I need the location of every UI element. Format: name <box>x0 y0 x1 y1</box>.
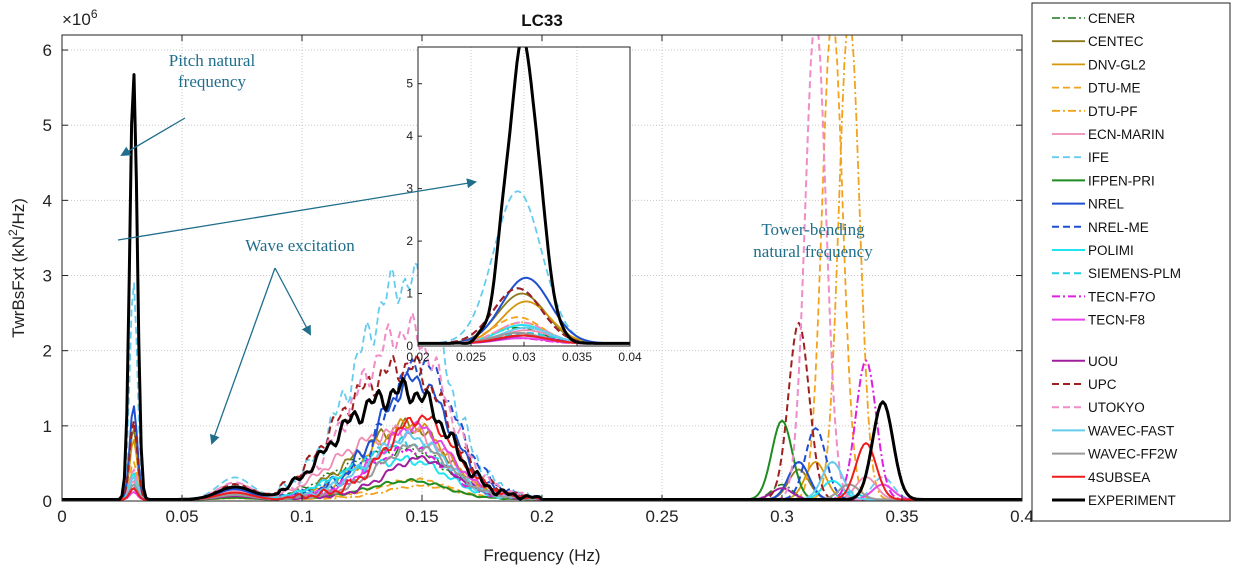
inset-x-tick-label: 0.035 <box>562 350 592 364</box>
series-line-dtu-pf <box>62 35 1022 501</box>
x-tick-label: 0.1 <box>290 507 314 526</box>
x-tick-label: 0 <box>57 507 66 526</box>
legend-label-nrel-me: NREL-ME <box>1088 220 1149 235</box>
x-tick-label: 0.25 <box>645 507 678 526</box>
inset-x-tick-label: 0.025 <box>456 350 486 364</box>
legend-label-experiment: EXPERIMENT <box>1088 493 1176 508</box>
y-tick-label: 2 <box>43 342 52 361</box>
legend-label-utokyo: UTOKYO <box>1088 400 1145 415</box>
wave-excitation-label: Wave excitation <box>245 236 355 255</box>
legend-label-dtu-pf: DTU-PF <box>1088 104 1138 119</box>
y-tick-label: 6 <box>43 41 52 60</box>
legend-label-ife: IFE <box>1088 150 1109 165</box>
y-tick-label: 3 <box>43 267 52 286</box>
legend-label-wavec-fast: WAVEC-FAST <box>1088 423 1174 438</box>
annotations: Pitch natural frequency Wave excitation Tow… <box>117 51 873 445</box>
legend-label-dnv-gl2: DNV-GL2 <box>1088 57 1146 72</box>
x-tick-label: 0.15 <box>405 507 438 526</box>
legend-label-4subsea: 4SUBSEA <box>1088 470 1150 485</box>
legend-label-dtu-me: DTU-ME <box>1088 81 1141 96</box>
legend-label-ifpen-pri: IFPEN-PRI <box>1088 173 1155 188</box>
pitch-natural-frequency-label: Pitch natural <box>169 51 256 70</box>
x-tick-label: 0.05 <box>165 507 198 526</box>
legend-label-centec: CENTEC <box>1088 34 1144 49</box>
wave-arrow-right <box>274 267 311 336</box>
legend-label-nrel: NREL <box>1088 197 1125 212</box>
x-tick-label: 0.35 <box>885 507 918 526</box>
pitch-natural-frequency-label: frequency <box>178 72 246 91</box>
legend-label-tecn-f7o: TECN-F7O <box>1088 289 1156 304</box>
inset-plot: 0.02 0.025 0.03 0.035 0.04 0 1 2 3 4 5 <box>406 46 642 364</box>
y-tick-label: 4 <box>43 191 52 210</box>
y-tick-label: 5 <box>43 116 52 135</box>
y-axis-label: TwrBsFxt (kN2/Hz) <box>6 198 28 338</box>
inset-x-tick-label: 0.04 <box>618 350 642 364</box>
x-axis-label: Frequency (Hz) <box>483 546 600 565</box>
y-tick-label: 1 <box>43 417 52 436</box>
inset-y-tick-label: 5 <box>406 77 413 91</box>
legend-box <box>1031 2 1231 522</box>
tower-bending-natural-frequency-label: Tower-bending <box>761 220 865 239</box>
legend-label-cener: CENER <box>1088 11 1136 26</box>
x-tick-label: 0.4 <box>1010 507 1034 526</box>
inset-series-line-experiment <box>418 47 630 345</box>
legend-label-wavec-ff2w: WAVEC-FF2W <box>1088 447 1177 462</box>
x-tick-label: 0.3 <box>770 507 794 526</box>
legend-label-polimi: POLIMI <box>1088 243 1134 258</box>
legend-label-upc: UPC <box>1088 377 1117 392</box>
legend-label-siemens-plm: SIEMENS-PLM <box>1088 266 1181 281</box>
y-tick-label: 0 <box>43 492 52 511</box>
main-axes: 0 0.05 0.1 0.15 0.2 0.25 0.3 0.35 0.4 0 1 2 3 4 5 6 LC33… <box>6 7 1034 565</box>
inset-y-tick-label: 1 <box>406 287 413 301</box>
inset-y-tick-label: 4 <box>406 129 413 143</box>
legend: CENER CENTEC DNV-GL2 DTU-ME DTU-PF ECN-MARIN I… <box>1031 2 1231 522</box>
legend-label-ecn-marin: ECN-MARIN <box>1088 127 1165 142</box>
legend-label-tecn-f8: TECN-F8 <box>1088 313 1145 328</box>
tower-bending-natural-frequency-label: natural frequency <box>753 242 873 261</box>
inset-y-tick-label: 2 <box>406 234 413 248</box>
wave-arrow-left <box>210 267 276 445</box>
chart-title: LC33 <box>521 11 563 30</box>
pitch-arrow <box>120 117 186 157</box>
legend-label-uou: UOU <box>1088 354 1118 369</box>
inset-x-tick-label: 0.03 <box>512 350 536 364</box>
inset-y-tick-label: 3 <box>406 182 413 196</box>
inset-pointer-arrow <box>117 178 477 241</box>
inset-x-tick-label: 0.02 <box>406 350 430 364</box>
inset-y-tick-label: 0 <box>406 339 413 353</box>
y-axis-exponent: ×106 <box>62 7 98 29</box>
x-tick-label: 0.2 <box>530 507 554 526</box>
